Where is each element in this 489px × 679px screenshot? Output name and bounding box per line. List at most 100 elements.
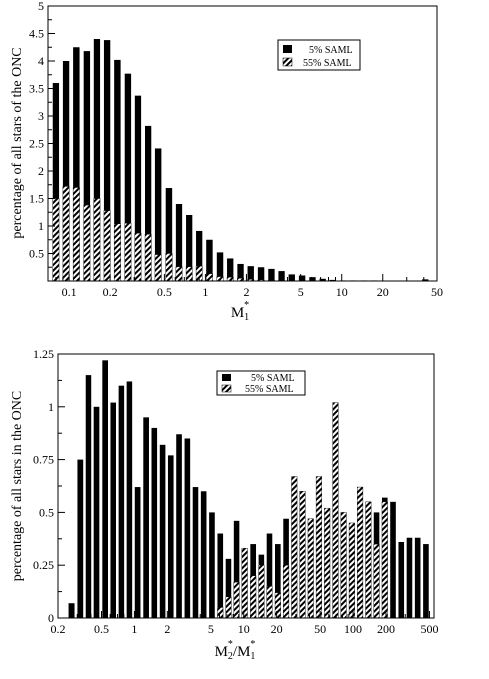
bar-55-saml [283,565,290,619]
bar-5-saml [52,83,60,281]
bar-5-saml [225,558,232,618]
bar-5-saml [319,278,326,281]
x-tick-label: 2 [243,285,249,299]
bar-55-saml [175,266,183,282]
bar-55-saml [216,276,224,282]
bar-5-saml [165,188,173,281]
bar-5-saml [237,263,244,281]
bar-5-saml [186,215,193,281]
bar-5-saml [257,267,265,281]
x-axis-ticks: 0.1 0.2 0.5 1 2 5 10 20 50 [47,274,443,299]
bar-55-saml [324,507,331,619]
bar-5-saml [200,491,207,618]
x-tick-label: 0.2 [103,285,118,299]
x-tick-label: 2 [164,622,170,636]
bar-5-saml [124,73,132,282]
y-axis-ticks: 0.5 1 1.5 2 2.5 3 3.5 4 4.5 5 [29,0,55,268]
x-tick-label: 0.1 [62,285,77,299]
x-tick-label: 50 [314,622,326,636]
y-axis-label: percentage of all stars in the ONC [10,391,25,582]
bar-5-saml [145,125,152,282]
chart-bars [68,360,429,619]
bar-5-saml [73,47,80,281]
bar-5-saml [154,148,162,281]
y-tick-label: 0.5 [29,247,44,261]
bar-55-saml [103,210,111,282]
legend-box [216,370,306,396]
bar-55-saml [233,581,240,619]
bar-55-saml [226,276,234,282]
bar-5-saml [93,39,101,281]
bar-5-saml [209,512,215,618]
x-tick-label: 200 [377,622,395,636]
bar-55-saml [381,501,388,619]
x-tick-label: 1 [131,622,137,636]
y-tick-label: 3.5 [29,82,44,96]
bar-55-saml [340,512,347,619]
bar-5-saml [216,252,224,281]
x-axis-label: M2*/M1* [215,639,256,662]
bar-5-saml [196,230,203,281]
bar-5-saml [329,279,336,281]
bar-55-saml [258,565,265,619]
bar-55-saml [165,253,173,282]
x-tick-label: 0.5 [94,622,109,636]
bar-5-saml [247,266,254,281]
bar-55-saml [299,491,306,619]
bar-55-saml [241,548,248,619]
y-tick-label: 0 [48,611,54,625]
x-tick-label: 20 [271,622,283,636]
bar-5-saml [103,40,111,281]
bar-5-saml [227,258,234,281]
bar-55-saml [185,266,193,282]
bar-55-saml [113,223,121,282]
y-tick-label: 0.75 [33,453,54,467]
legend-label-5-saml: 5% SAML [251,373,295,384]
x-tick-label: 5 [298,285,304,299]
bar-55-saml [266,586,273,619]
y-tick-label: 1.5 [29,192,44,206]
x-tick-label: 20 [377,285,389,299]
legend-label-55-saml: 55% SAML [245,384,294,395]
bar-5-saml [167,455,174,618]
legend-swatch-hatched [221,384,232,393]
bar-55-saml [217,607,224,619]
bar-55-saml [315,476,322,619]
chart-bars [52,39,429,282]
bar-55-saml [72,187,80,282]
x-tick-label: 0.5 [157,285,172,299]
bar-55-saml [93,198,101,282]
bar-5-saml [298,275,306,281]
bar-55-saml [83,204,91,282]
bar-55-saml [307,518,314,619]
y-tick-label: 4.5 [29,27,44,41]
bar-5-saml [184,438,191,618]
bar-55-saml [357,486,364,619]
bar-55-saml [291,476,298,619]
bar-5-saml [83,51,91,281]
bar-5-saml [422,279,429,281]
bar-5-saml [398,541,405,618]
y-axis-label: percentage of all stars of the ONC [10,47,25,238]
bar-5-saml [268,268,275,281]
bar-5-saml [134,95,142,282]
bar-55-saml [348,522,355,619]
x-tick-label: 1 [202,285,208,299]
x-tick-label: 50 [431,285,443,299]
y-tick-label: 1 [48,400,54,414]
bar-55-saml [205,273,213,282]
bar-5-saml [118,385,125,618]
x-tick-label: 500 [420,622,438,636]
bar-5-saml [233,520,240,618]
bar-55-saml [154,254,162,282]
x-tick-label: 5 [208,622,214,636]
legend-label-5-saml: 5% SAML [309,45,353,56]
bar-55-saml [62,186,70,282]
y-tick-label: 0.5 [39,505,54,519]
bar-5-saml [423,544,429,618]
bar-55-saml [250,575,257,619]
bar-5-saml [110,402,116,618]
y-tick-label: 0.25 [33,558,54,572]
bar-5-saml [275,544,281,618]
legend-swatch-solid [283,45,292,53]
